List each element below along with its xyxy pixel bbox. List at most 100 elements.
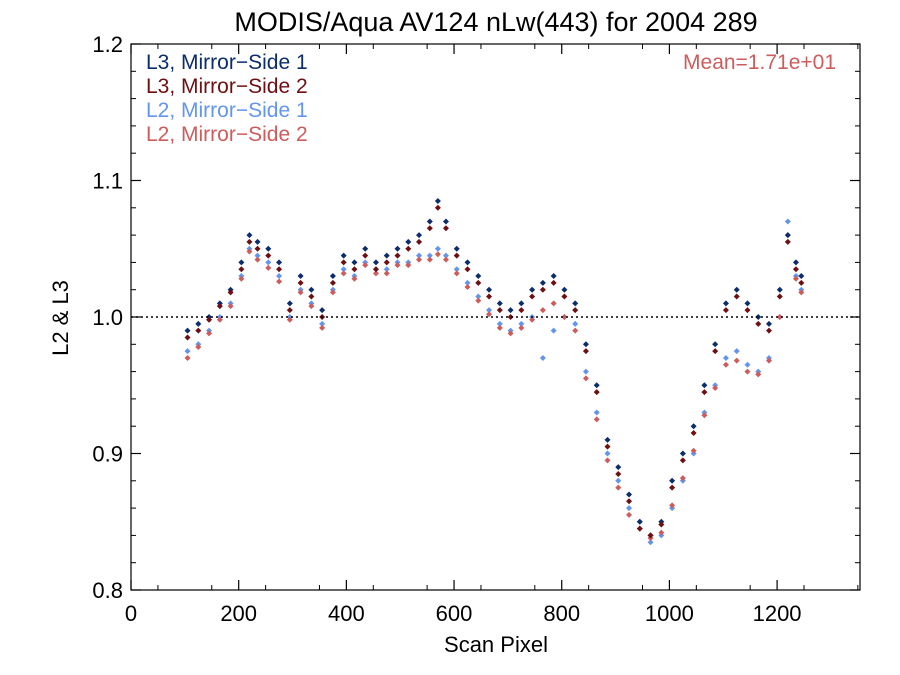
data-point <box>416 238 423 245</box>
data-point <box>276 266 283 273</box>
data-point <box>297 279 304 286</box>
data-point <box>206 316 213 323</box>
y-tick-label: 1.2 <box>92 32 123 57</box>
data-point <box>216 303 223 310</box>
data-point <box>297 273 304 280</box>
data-point <box>701 382 708 389</box>
data-point <box>383 252 390 259</box>
data-point <box>518 307 525 314</box>
data-point <box>690 423 697 430</box>
data-point <box>766 320 773 327</box>
data-point <box>518 300 525 307</box>
data-point <box>416 256 423 263</box>
data-point <box>453 245 460 252</box>
data-point <box>329 289 336 296</box>
data-point <box>464 259 471 266</box>
data-point <box>442 252 449 259</box>
data-point <box>486 311 493 318</box>
data-point <box>405 245 412 252</box>
data-point <box>593 409 600 416</box>
data-point <box>792 259 799 266</box>
data-point <box>647 539 654 546</box>
data-point <box>184 327 191 334</box>
data-points <box>184 197 805 546</box>
y-tick-label: 0.9 <box>92 442 123 467</box>
data-point <box>539 286 546 293</box>
data-point <box>561 293 568 300</box>
data-point <box>798 289 805 296</box>
data-point <box>426 252 433 259</box>
data-point <box>679 450 686 457</box>
data-point <box>792 266 799 273</box>
data-point <box>744 300 751 307</box>
data-point <box>319 320 326 327</box>
data-point <box>238 259 245 266</box>
data-point <box>434 251 441 258</box>
data-point <box>572 307 579 314</box>
chart-title: MODIS/Aqua AV124 nLw(443) for 2004 289 <box>234 7 757 37</box>
data-point <box>351 266 358 273</box>
data-point <box>308 293 315 300</box>
data-point <box>362 245 369 252</box>
data-point <box>426 218 433 225</box>
data-point <box>626 491 633 498</box>
data-point <box>722 361 729 368</box>
data-point <box>464 283 471 290</box>
y-axis-label: L2 & L3 <box>48 280 73 356</box>
data-point <box>626 511 633 518</box>
data-point <box>442 256 449 263</box>
data-point <box>362 252 369 259</box>
data-point <box>690 430 697 437</box>
data-point <box>238 266 245 273</box>
data-point <box>434 204 441 211</box>
data-point <box>394 252 401 259</box>
x-tick-label: 0 <box>125 601 137 626</box>
data-point <box>529 286 536 293</box>
data-point <box>475 279 482 286</box>
data-point <box>744 361 751 368</box>
data-point <box>784 232 791 239</box>
data-point <box>776 286 783 293</box>
data-point <box>405 262 412 269</box>
data-point <box>582 368 589 375</box>
data-point <box>340 270 347 277</box>
y-tick-label: 1.0 <box>92 305 123 330</box>
data-point <box>518 324 525 331</box>
data-point <box>722 354 729 361</box>
data-point <box>426 225 433 232</box>
data-point <box>308 286 315 293</box>
data-point <box>733 293 740 300</box>
x-tick-label: 800 <box>543 601 580 626</box>
data-point <box>582 348 589 355</box>
data-point <box>475 273 482 280</box>
data-point <box>647 532 654 539</box>
data-point <box>496 324 503 331</box>
data-point <box>206 330 213 337</box>
data-point <box>604 443 611 450</box>
y-tick-label: 1.1 <box>92 169 123 194</box>
data-point <box>766 327 773 334</box>
data-point <box>329 273 336 280</box>
data-point <box>475 297 482 304</box>
data-point <box>615 484 622 491</box>
data-point <box>507 307 514 314</box>
data-point <box>593 389 600 396</box>
data-point <box>550 327 557 334</box>
data-point <box>434 197 441 204</box>
data-point <box>405 238 412 245</box>
legend-entry: L3, Mirror−Side 2 <box>146 75 308 98</box>
data-point <box>184 334 191 341</box>
data-point <box>507 314 514 320</box>
data-point <box>276 278 283 285</box>
data-point <box>712 348 719 355</box>
data-point <box>246 238 253 245</box>
data-point <box>744 307 751 314</box>
data-point <box>286 300 293 307</box>
data-point <box>227 303 234 310</box>
data-point <box>254 245 261 252</box>
data-point <box>351 275 358 282</box>
legend-entry: L2, Mirror−Side 2 <box>146 123 308 146</box>
data-point <box>394 245 401 252</box>
data-point <box>626 498 633 505</box>
data-point <box>184 354 191 361</box>
